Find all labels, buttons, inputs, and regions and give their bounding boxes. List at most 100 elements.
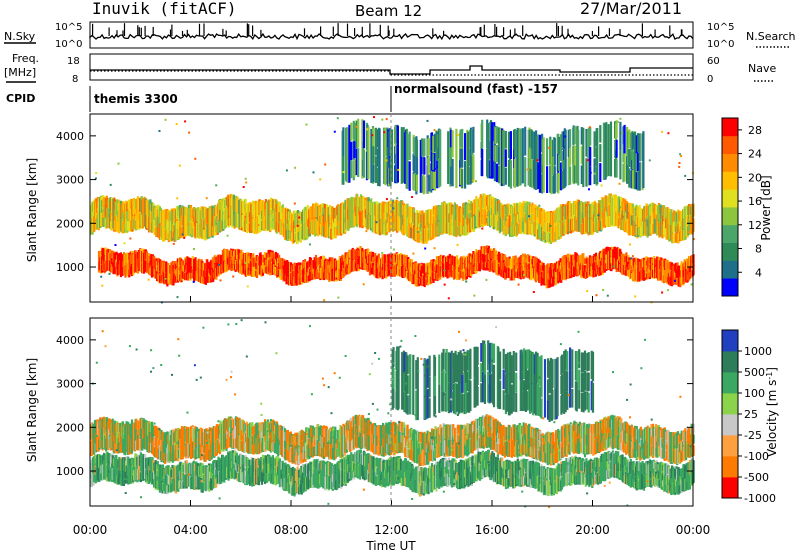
heatmap-cell — [587, 212, 590, 224]
heatmap-cell — [467, 433, 470, 444]
heatmap-cell — [431, 219, 434, 229]
heatmap-cell — [157, 204, 160, 207]
heatmap-cell — [263, 430, 267, 442]
heatmap-cell — [553, 166, 556, 194]
heatmap-cell — [589, 127, 592, 146]
heatmap-cell — [459, 167, 462, 186]
heatmap-cell — [667, 289, 670, 292]
heatmap-cell — [118, 199, 121, 234]
heatmap-cell — [383, 266, 386, 278]
heatmap-cell — [251, 254, 254, 277]
heatmap-cell — [667, 208, 670, 219]
heatmap-cell — [567, 270, 570, 279]
heatmap-cell — [353, 141, 356, 159]
heatmap-cell — [580, 127, 583, 145]
heatmap-cell — [548, 263, 551, 271]
heatmap-cell — [593, 172, 596, 175]
heatmap-cell — [582, 127, 585, 188]
heatmap-cell — [487, 245, 490, 253]
heatmap-cell — [585, 129, 588, 157]
heatmap-cell — [517, 283, 520, 286]
heatmap-cell — [516, 264, 519, 271]
heatmap-cell — [384, 127, 387, 156]
heatmap-cell — [621, 132, 624, 135]
heatmap-cell — [194, 257, 197, 264]
heatmap-cell — [626, 131, 629, 149]
heatmap-cell — [405, 258, 408, 267]
colorbar-segment — [722, 278, 738, 297]
heatmap-cell — [334, 258, 337, 281]
heatmap-cell — [615, 120, 618, 139]
heatmap-cell — [593, 131, 596, 158]
heatmap-cell — [474, 199, 477, 214]
heatmap-cell — [504, 131, 507, 149]
heatmap-cell — [631, 215, 635, 227]
freq-tick-top: 18 — [67, 56, 80, 67]
heatmap-cell — [389, 129, 392, 157]
heatmap-cell — [383, 254, 386, 278]
heatmap-cell — [597, 255, 600, 265]
heatmap-cell — [507, 159, 511, 187]
heatmap-cell — [501, 205, 504, 232]
heatmap-cell — [192, 280, 195, 283]
heatmap-cell — [494, 127, 497, 144]
heatmap-cell — [107, 429, 111, 440]
heatmap-cell — [588, 188, 590, 191]
heatmap-cell — [526, 168, 529, 171]
heatmap-cell — [538, 134, 541, 193]
heatmap-cell — [475, 180, 477, 183]
heatmap-cell — [550, 139, 553, 195]
heatmap-cell — [146, 421, 149, 453]
heatmap-cell — [132, 208, 136, 219]
heatmap-cell — [679, 153, 682, 156]
heatmap-cell — [552, 264, 556, 275]
heatmap-cell — [548, 146, 551, 149]
heatmap-cell — [246, 285, 249, 288]
heatmap-cell — [537, 134, 540, 162]
colorbar-segment — [722, 189, 738, 208]
heatmap-cell — [573, 125, 576, 145]
heatmap-cell — [362, 149, 366, 178]
heatmap-cell — [432, 135, 435, 154]
heatmap-cell — [205, 210, 208, 225]
heatmap-cell — [599, 125, 602, 143]
heatmap-cell — [314, 436, 317, 446]
heatmap-cell — [599, 163, 602, 182]
heatmap-cell — [323, 256, 326, 264]
heatmap-cell — [569, 166, 572, 185]
nsky-trace — [89, 32, 694, 41]
heatmap-cell — [481, 227, 484, 230]
heatmap-cell — [260, 432, 264, 443]
heatmap-cell — [372, 164, 375, 183]
heatmap-cell — [436, 132, 439, 135]
heatmap-cell — [432, 153, 435, 170]
heatmap-cell — [433, 172, 437, 191]
heatmap-cell — [530, 149, 533, 169]
heatmap-cell — [504, 254, 507, 262]
heatmap-cell — [164, 118, 167, 121]
heatmap-cell — [415, 174, 419, 192]
heatmap-cell — [451, 158, 454, 187]
heatmap-cell — [333, 130, 336, 133]
heatmap-cell — [633, 207, 636, 236]
heatmap-cell — [351, 247, 354, 272]
heatmap-cell — [415, 139, 419, 157]
heatmap-cell — [156, 260, 159, 271]
heatmap-cell — [218, 264, 220, 266]
heatmap-cell — [589, 147, 592, 167]
freq-panel: Freq. [MHz] 18 8 60 0 Nave — [4, 52, 776, 85]
heatmap-cell — [573, 165, 576, 184]
heatmap-cell — [635, 172, 638, 190]
heatmap-cell — [524, 254, 527, 261]
heatmap-cell — [304, 261, 307, 282]
heatmap-cell — [619, 117, 622, 120]
heatmap-cell — [537, 162, 540, 189]
heatmap-cell — [676, 262, 679, 270]
heatmap-cell — [638, 162, 641, 191]
heatmap-cell — [402, 127, 405, 183]
heatmap-cell — [346, 253, 349, 264]
heatmap-cell — [335, 277, 338, 280]
heatmap-cell — [521, 265, 524, 277]
heatmap-cell — [342, 171, 345, 174]
heatmap-cell — [175, 263, 178, 269]
